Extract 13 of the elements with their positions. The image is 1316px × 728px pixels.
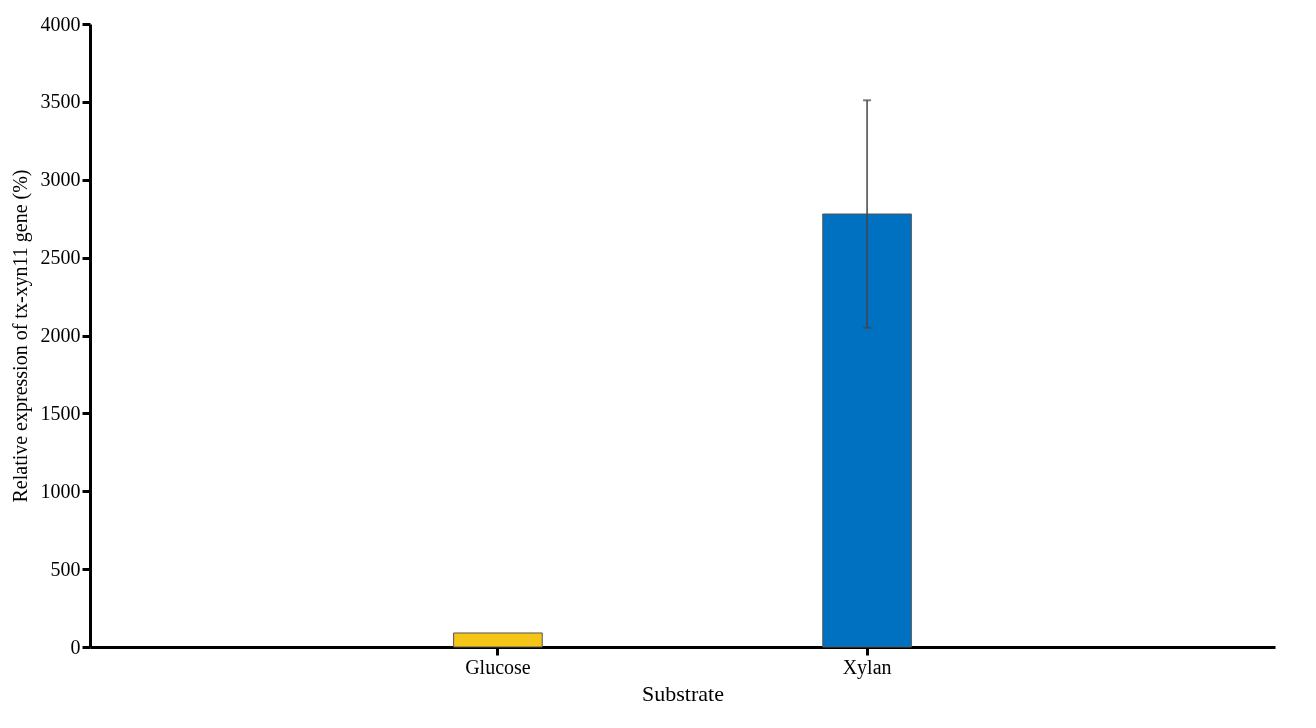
y-tick-label: 0 (70, 635, 81, 658)
x-tick-label: Xylan (842, 655, 892, 679)
y-tick-label: 2500 (40, 246, 81, 269)
x-tick-label: Glucose (465, 655, 531, 678)
x-axis-title: Substrate (642, 680, 724, 706)
y-tick-label: 1000 (40, 479, 81, 502)
y-tick-label: 3500 (40, 90, 81, 113)
y-tick-label: 1500 (40, 401, 81, 424)
y-tick-label: 3000 (40, 168, 81, 191)
y-tick-label: 500 (50, 557, 81, 580)
y-tick-label: 4000 (40, 12, 81, 35)
y-tick-label: 2000 (40, 324, 81, 346)
y-axis-title: Relative expression of tx-xyn11 gene (%) (8, 169, 32, 503)
